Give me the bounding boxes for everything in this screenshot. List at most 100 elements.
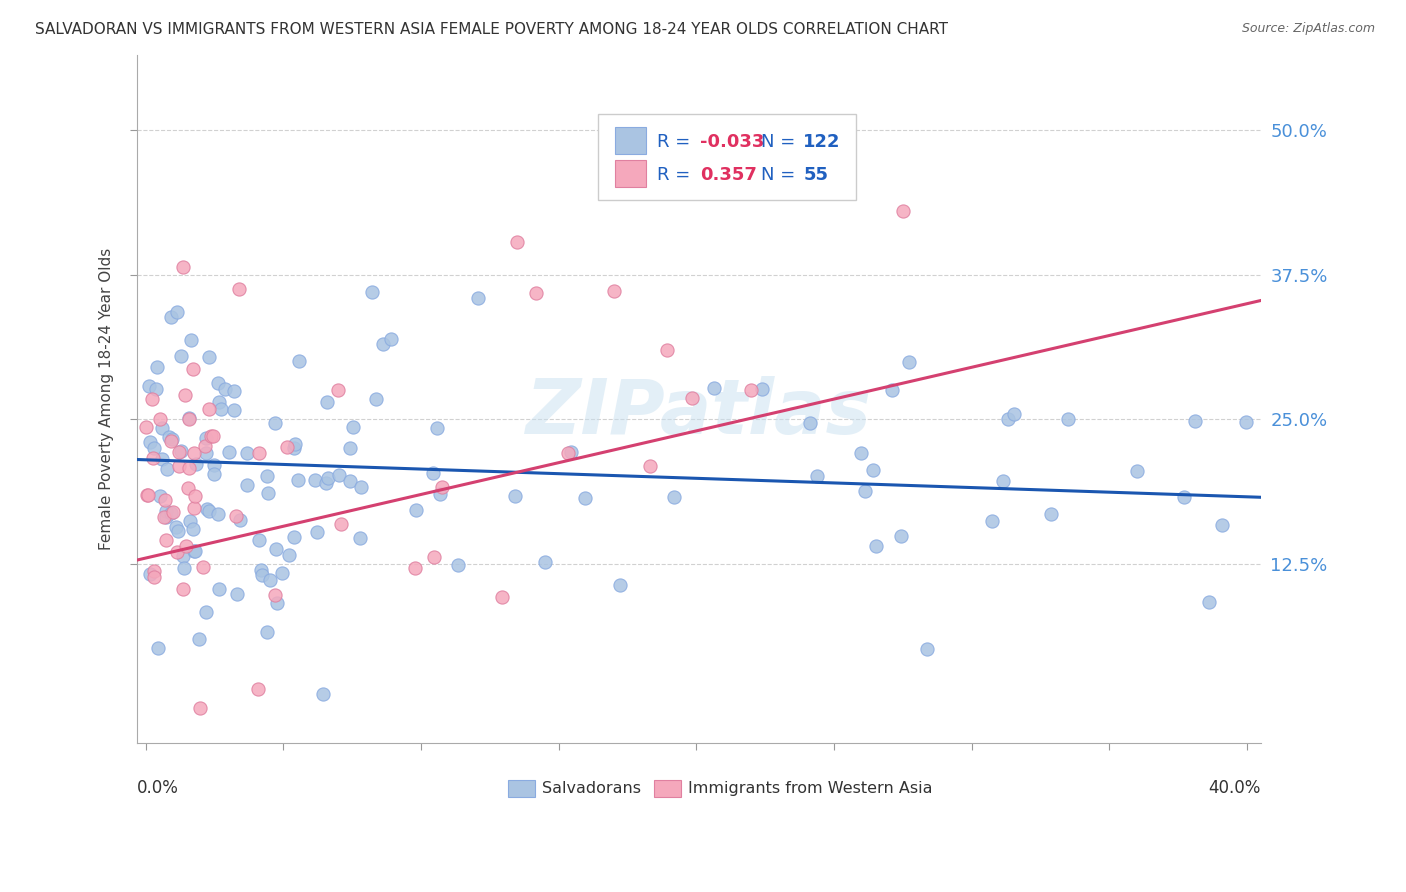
- Point: [195, 501, 218, 516]
- Point: [315, 476, 337, 491]
- Point: [208, 582, 231, 596]
- Point: [524, 286, 547, 301]
- Text: 55: 55: [803, 166, 828, 184]
- Point: [136, 488, 159, 502]
- Point: [574, 491, 596, 506]
- Text: -0.033: -0.033: [700, 133, 765, 151]
- Point: [235, 446, 257, 460]
- Point: [135, 487, 157, 501]
- Point: [149, 411, 172, 425]
- Point: [256, 469, 278, 483]
- Point: [364, 392, 387, 406]
- Point: [188, 701, 211, 715]
- Point: [329, 517, 352, 532]
- Point: [183, 544, 205, 558]
- Point: [915, 642, 938, 657]
- Point: [170, 349, 193, 363]
- Point: [264, 588, 287, 602]
- Point: [430, 480, 453, 494]
- Point: [534, 555, 557, 569]
- Point: [139, 566, 162, 581]
- Point: [226, 587, 249, 601]
- Point: [156, 461, 179, 475]
- Point: [997, 412, 1019, 426]
- Point: [1173, 491, 1195, 505]
- Point: [1126, 464, 1149, 478]
- Point: [429, 486, 451, 500]
- Point: [225, 509, 247, 524]
- Point: [169, 444, 191, 458]
- Point: [754, 161, 776, 175]
- Point: [198, 402, 221, 417]
- Point: [304, 473, 326, 487]
- Point: [166, 545, 188, 559]
- Text: 0.357: 0.357: [700, 166, 756, 184]
- Point: [183, 362, 205, 376]
- Point: [638, 458, 661, 473]
- Point: [207, 395, 229, 409]
- Point: [405, 503, 427, 517]
- FancyBboxPatch shape: [598, 113, 856, 200]
- Point: [159, 506, 181, 520]
- Text: 122: 122: [803, 133, 841, 151]
- Text: N =: N =: [761, 133, 801, 151]
- Point: [256, 485, 278, 500]
- Point: [980, 514, 1002, 528]
- Point: [195, 605, 218, 619]
- Point: [1056, 412, 1078, 426]
- Point: [191, 560, 214, 574]
- Point: [339, 442, 361, 456]
- Point: [426, 421, 449, 435]
- Point: [259, 573, 281, 587]
- Point: [224, 403, 246, 417]
- Point: [184, 543, 207, 558]
- Point: [270, 566, 292, 580]
- Point: [339, 474, 361, 488]
- Point: [491, 590, 513, 604]
- Point: [202, 458, 225, 472]
- Point: [157, 430, 180, 444]
- Bar: [508, 780, 534, 797]
- Point: [311, 687, 333, 701]
- Point: [890, 528, 912, 542]
- Point: [740, 383, 762, 397]
- Point: [657, 343, 679, 358]
- Point: [180, 333, 202, 347]
- Point: [172, 549, 194, 563]
- Point: [799, 416, 821, 430]
- Point: [149, 489, 172, 503]
- Point: [209, 402, 232, 417]
- Text: 0.0%: 0.0%: [138, 779, 179, 797]
- Point: [318, 471, 340, 485]
- Point: [188, 632, 211, 646]
- Point: [703, 381, 725, 395]
- Point: [328, 467, 350, 482]
- Y-axis label: Female Poverty Among 18-24 Year Olds: Female Poverty Among 18-24 Year Olds: [100, 248, 114, 550]
- Point: [557, 446, 579, 460]
- Point: [609, 578, 631, 592]
- Point: [142, 570, 165, 584]
- Point: [229, 513, 252, 527]
- Point: [256, 624, 278, 639]
- Point: [176, 539, 198, 553]
- Point: [207, 507, 229, 521]
- Point: [194, 439, 217, 453]
- Point: [207, 376, 229, 390]
- Text: SALVADORAN VS IMMIGRANTS FROM WESTERN ASIA FEMALE POVERTY AMONG 18-24 YEAR OLDS : SALVADORAN VS IMMIGRANTS FROM WESTERN AS…: [35, 22, 948, 37]
- Point: [167, 524, 190, 538]
- Point: [155, 533, 177, 548]
- Point: [371, 337, 394, 351]
- Text: Immigrants from Western Asia: Immigrants from Western Asia: [688, 781, 932, 796]
- Point: [142, 564, 165, 578]
- Point: [326, 384, 349, 398]
- Point: [1198, 594, 1220, 608]
- Point: [214, 382, 236, 396]
- Point: [404, 561, 426, 575]
- Point: [506, 235, 529, 250]
- Point: [284, 437, 307, 451]
- Point: [177, 460, 200, 475]
- Point: [150, 421, 173, 435]
- Text: R =: R =: [658, 166, 702, 184]
- Text: R =: R =: [658, 133, 696, 151]
- Point: [173, 387, 195, 401]
